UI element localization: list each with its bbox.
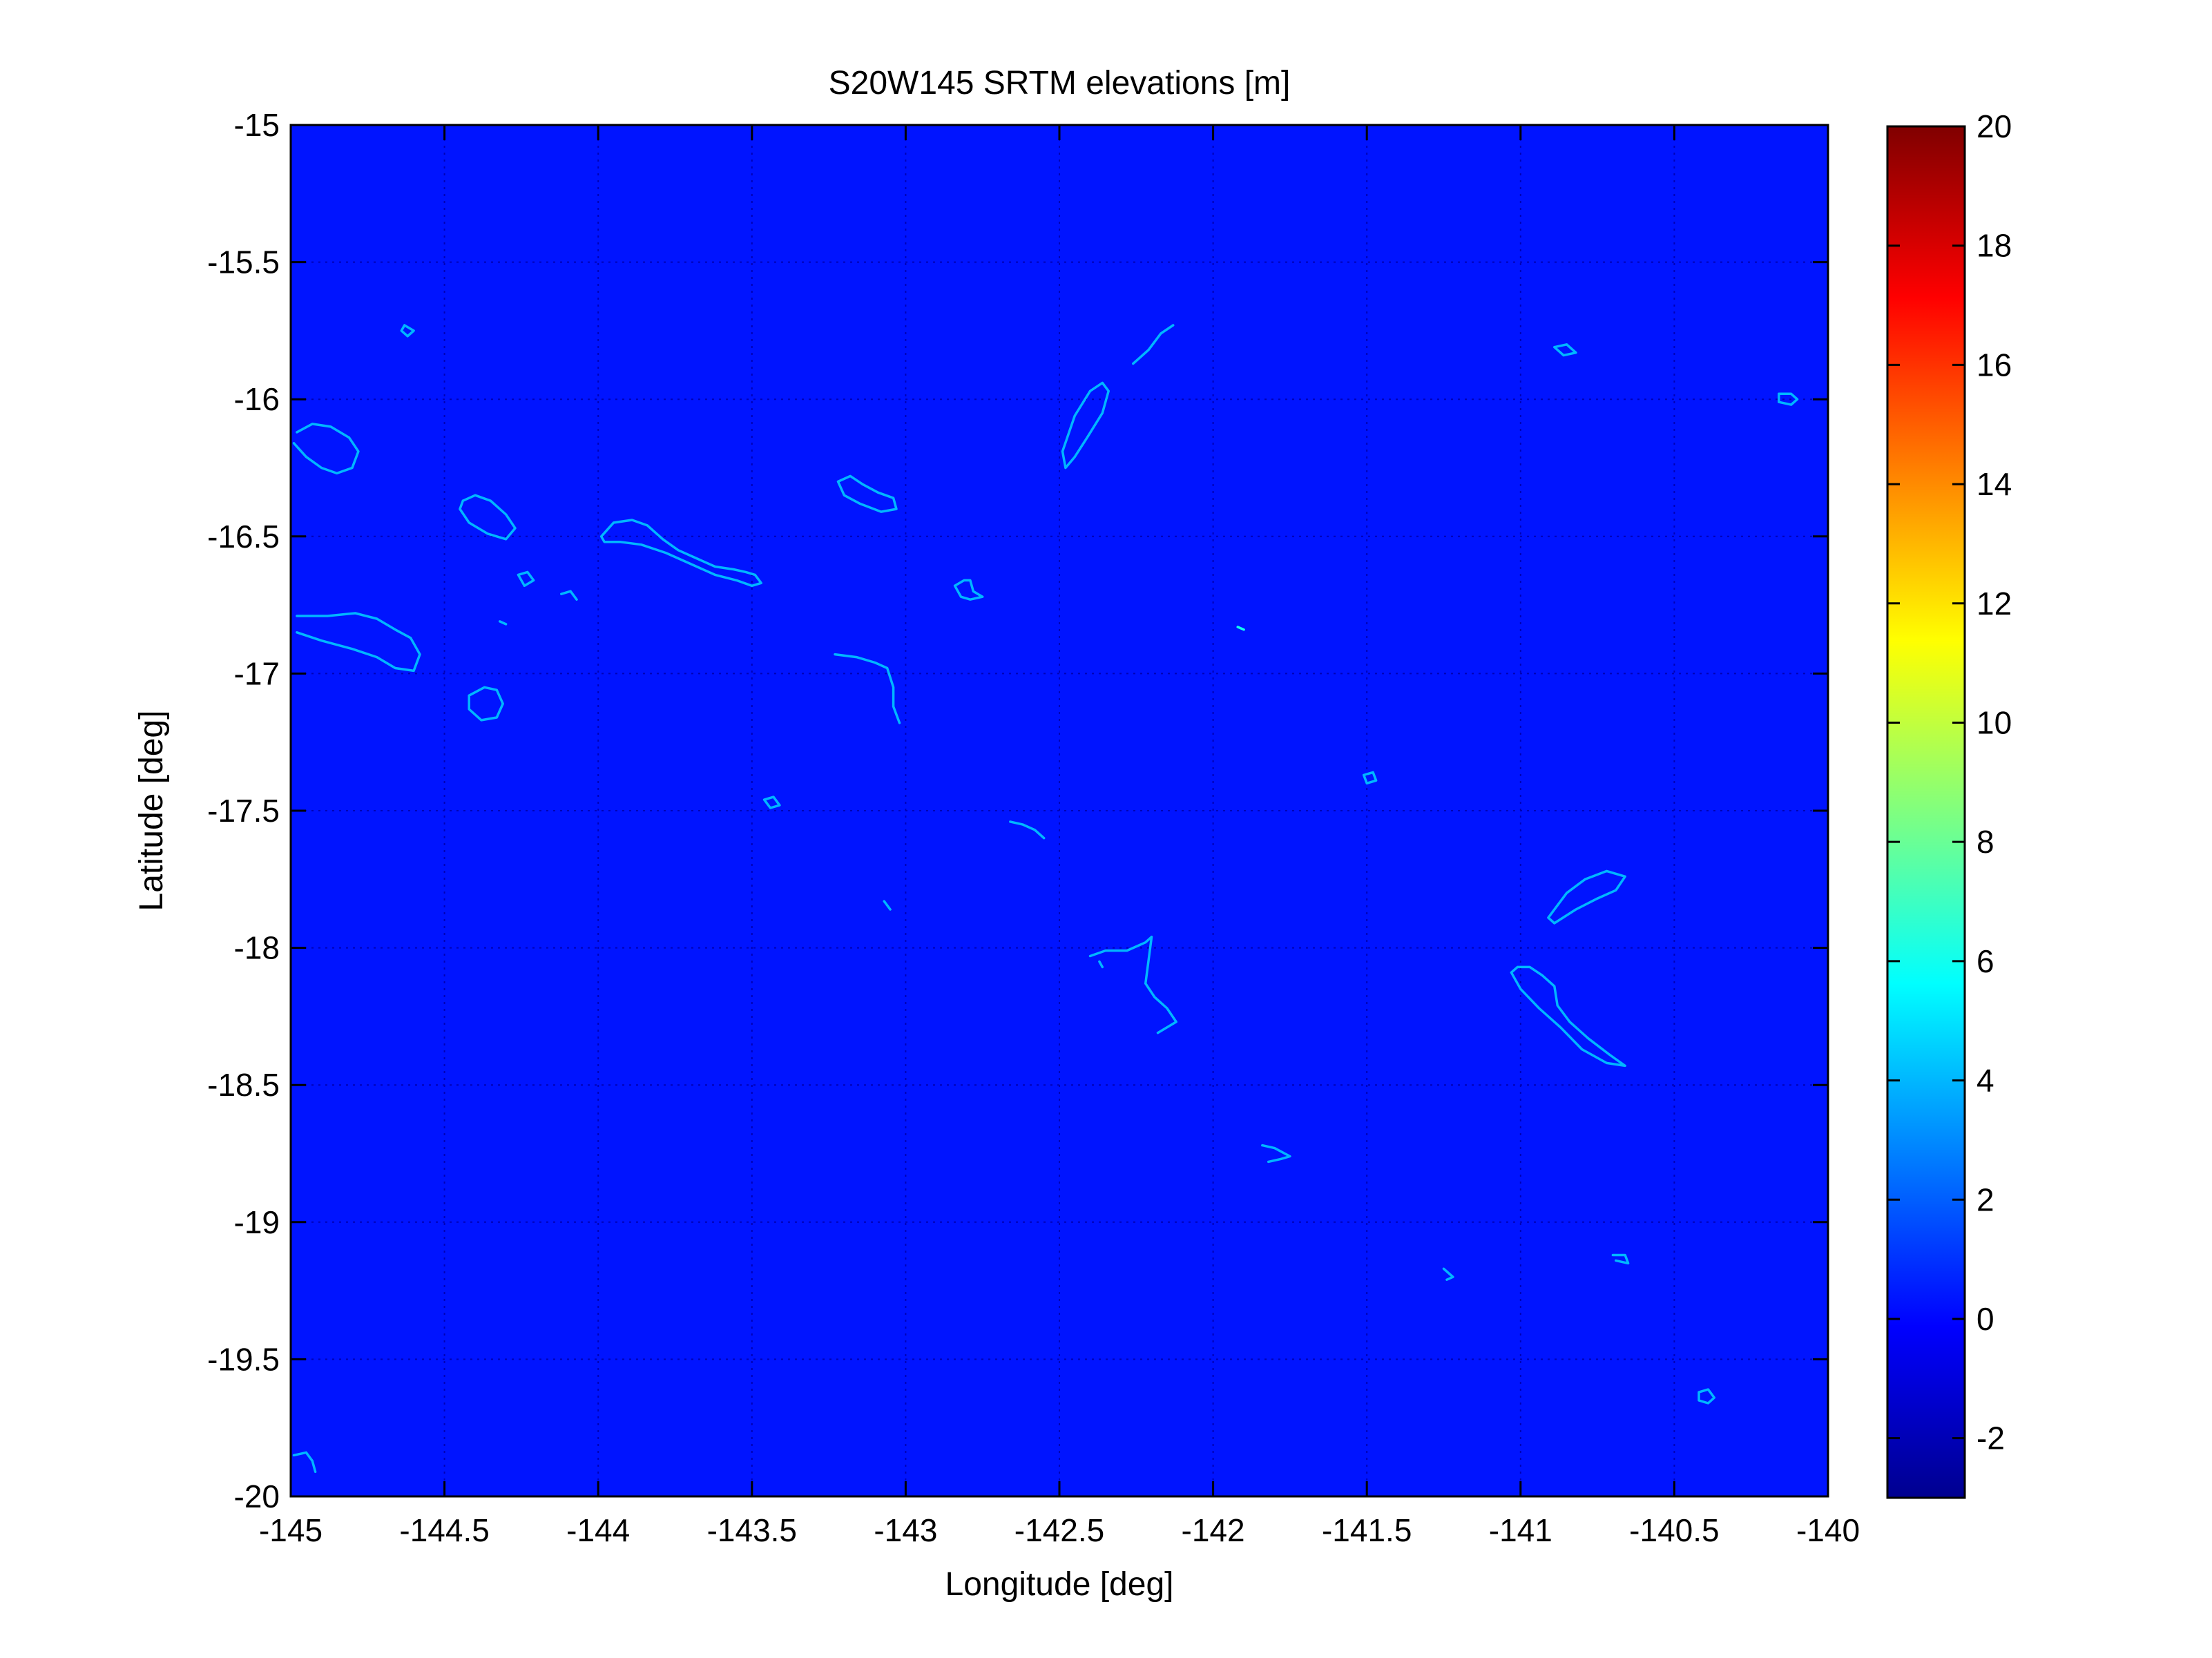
y-tick-labels: -15 -15.5 -16 -16.5 -17 -17.5 -18 -18.5 -19 -19.5… (207, 107, 280, 1514)
island-outline (836, 474, 898, 513)
y-tick-label: -15 (234, 107, 280, 143)
x-tick-label: -141.5 (1322, 1512, 1412, 1548)
x-tick-label: -144 (566, 1512, 630, 1548)
x-tick-label: -143 (874, 1512, 937, 1548)
island-outline (1778, 392, 1799, 406)
island-outline (517, 570, 535, 588)
island-outline (1362, 771, 1378, 785)
colorbar-tick-label: 16 (1977, 347, 2012, 383)
y-tick-label: -19.5 (207, 1341, 280, 1377)
x-tick-label: -143.5 (707, 1512, 797, 1548)
island-outline (468, 686, 504, 722)
x-tick-labels: -145 -144.5 -144 -143.5 -143 -142.5 -142 -141.5… (259, 1512, 1860, 1548)
y-tick-label: -19 (234, 1204, 280, 1240)
island-outline (953, 579, 984, 601)
island-outline (1553, 343, 1577, 357)
x-tick-label: -141 (1489, 1512, 1552, 1548)
colorbar-tick-label: -2 (1977, 1420, 2005, 1456)
island-features (292, 324, 1799, 1474)
x-tick-label: -145 (259, 1512, 323, 1548)
y-axis-title: Latitude [deg] (133, 711, 170, 912)
island-outline (1611, 1253, 1630, 1265)
island-outline (1547, 869, 1626, 925)
island-outline (1442, 1267, 1454, 1281)
island-outline (292, 1451, 317, 1474)
y-tick-label: -17.5 (207, 793, 280, 829)
colorbar-tick-label: 14 (1977, 466, 2012, 502)
island-outline (1261, 1144, 1291, 1164)
colorbar-tick-label: 18 (1977, 228, 2012, 264)
x-tick-label: -144.5 (399, 1512, 489, 1548)
island-outline (1132, 324, 1175, 365)
island-outline (834, 653, 901, 724)
island-outline (1009, 820, 1046, 840)
colorbar-tick-label: 20 (1977, 108, 2012, 144)
y-tick-label: -16.5 (207, 519, 280, 555)
colorbar-tick-label: 6 (1977, 943, 1994, 979)
island-outline (400, 324, 415, 338)
island-outline (1698, 1388, 1716, 1405)
colorbar (1886, 125, 1966, 1499)
axis-ticks (289, 124, 1829, 1498)
island-outline (560, 590, 578, 601)
island-outline (1088, 935, 1177, 1034)
island-outline (1510, 965, 1626, 1068)
island-outline (292, 423, 360, 475)
island-outline (1236, 626, 1245, 631)
island-outline (296, 612, 421, 673)
colorbar-tick-label: 4 (1977, 1063, 1994, 1099)
island-outline (762, 796, 781, 809)
colorbar-tick-label: 12 (1977, 586, 2012, 621)
island-outline (883, 900, 892, 911)
island-outline (459, 494, 517, 541)
y-tick-label: -18 (234, 930, 280, 966)
island-outline (498, 620, 508, 626)
island-outline (599, 519, 762, 588)
colorbar-tick-label: 0 (1977, 1301, 1994, 1337)
y-tick-label: -16 (234, 381, 280, 417)
colorbar-tick-label: 8 (1977, 824, 1994, 860)
y-tick-label: -17 (234, 655, 280, 691)
y-tick-label: -18.5 (207, 1067, 280, 1103)
x-tick-label: -142.5 (1014, 1512, 1104, 1548)
chart-title: S20W145 SRTM elevations [m] (829, 65, 1291, 102)
colorbar-tick-label: 10 (1977, 704, 2012, 740)
y-tick-label: -15.5 (207, 244, 280, 280)
y-tick-label: -20 (234, 1478, 280, 1514)
x-axis-title: Longitude [deg] (945, 1566, 1174, 1603)
x-tick-label: -142 (1182, 1512, 1245, 1548)
island-outline (1098, 960, 1104, 969)
x-tick-label: -140.5 (1629, 1512, 1719, 1548)
colorbar-tick-label: 2 (1977, 1182, 1994, 1217)
x-tick-label: -140 (1796, 1512, 1860, 1548)
island-outline (1061, 381, 1110, 470)
